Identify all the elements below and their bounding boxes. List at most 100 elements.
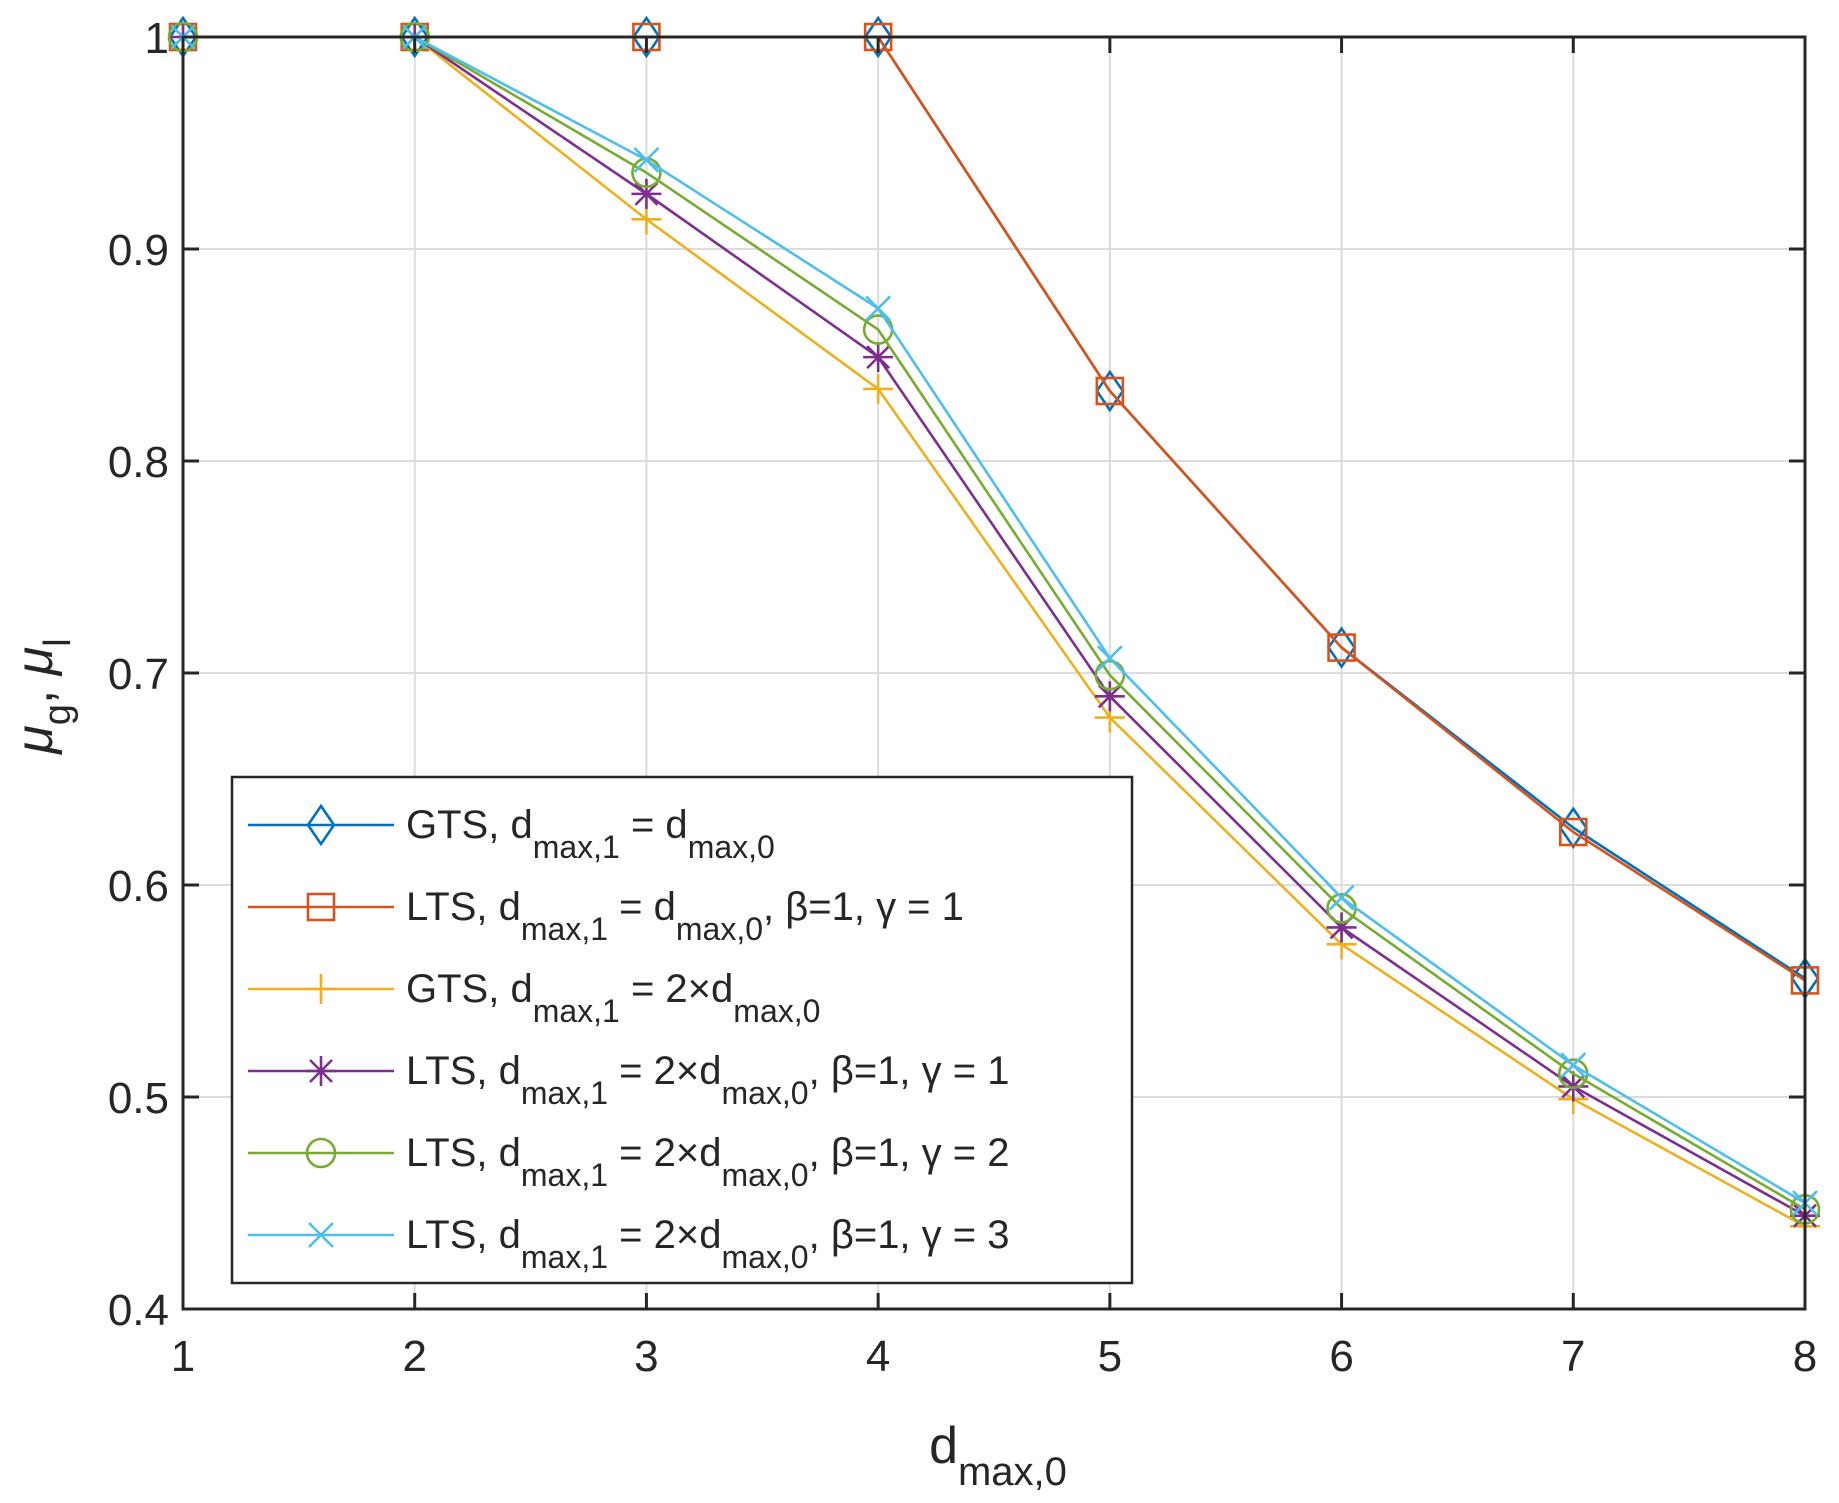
legend-entry-6: LTS, dmax,1 = 2×dmax,0, β=1, γ = 3	[248, 1213, 1010, 1275]
legend-entry-4: LTS, dmax,1 = 2×dmax,0, β=1, γ = 1	[248, 1049, 1010, 1111]
series-line	[183, 35, 1806, 1228]
data-point-marker	[631, 15, 662, 59]
legend-label-subscript: max,1	[521, 1157, 608, 1193]
tick-marks	[181, 35, 1807, 1311]
x-tick-label: 4	[866, 1332, 890, 1381]
data-point-marker	[1095, 376, 1125, 406]
x-tick-label: 7	[1561, 1332, 1585, 1381]
legend-label-part: = 2×d	[608, 1131, 721, 1175]
data-point-marker	[1094, 659, 1126, 691]
legend-label-subscript: max,1	[533, 993, 620, 1029]
legend-label-subscript: max,1	[533, 829, 620, 865]
data-point-marker	[631, 178, 662, 209]
x-axis-label-sub: max,0	[958, 1450, 1067, 1494]
legend-label-part: , β=1, γ = 3	[809, 1213, 1010, 1257]
legend-label-subscript: max,0	[676, 911, 763, 947]
y-axis-label-mu-g: μ	[6, 725, 64, 756]
legend-label-part: GTS, d	[406, 967, 533, 1011]
legend-label-part: = 2×d	[608, 1049, 721, 1093]
data-point-marker	[1096, 645, 1123, 672]
series-line	[183, 35, 1806, 1205]
legend-label: LTS, dmax,1 = 2×dmax,0, β=1, γ = 3	[406, 1213, 1010, 1275]
y-tick-label: 0.4	[108, 1286, 169, 1335]
data-point-marker	[631, 204, 662, 235]
data-point-marker	[633, 147, 660, 173]
legend-label-part: = 2×d	[620, 967, 733, 1011]
legend-entry-3: GTS, dmax,1 = 2×dmax,0	[248, 967, 820, 1029]
legend-label-subscript: max,1	[521, 1075, 608, 1111]
data-point-marker	[1328, 884, 1355, 911]
data-point-marker	[1560, 1052, 1587, 1079]
series-line	[183, 35, 1806, 1217]
legend-label-part: LTS, d	[406, 1213, 521, 1257]
legend-swatch-marker	[308, 1222, 334, 1248]
legend-label-part: LTS, d	[406, 1049, 521, 1093]
x-tick-labels: 1 2 3 4 5 6 7 8	[171, 1332, 1817, 1381]
data-point-marker	[1327, 633, 1356, 662]
legend-label: LTS, dmax,1 = dmax,0, β=1, γ = 1	[406, 885, 964, 947]
x-tick-label: 2	[402, 1332, 426, 1381]
legend-label: LTS, dmax,1 = 2×dmax,0, β=1, γ = 1	[406, 1049, 1010, 1111]
legend-swatch-marker	[305, 1137, 337, 1169]
data-point-marker	[863, 342, 894, 373]
data-point-marker	[1558, 806, 1588, 850]
series-line	[183, 35, 1806, 1211]
legend-label-part: LTS, d	[406, 885, 521, 929]
legend-label-subscript: max,0	[688, 829, 775, 865]
x-axis-label: dmax,0	[929, 1417, 1067, 1494]
x-tick-label: 3	[634, 1332, 658, 1381]
x-tick-label: 8	[1793, 1332, 1817, 1381]
y-tick-label: 0.5	[108, 1074, 169, 1123]
legend-swatch-marker	[306, 803, 336, 847]
x-tick-label: 5	[1098, 1332, 1122, 1381]
legend-swatch-marker	[306, 892, 336, 922]
y-tick-label: 0.9	[108, 226, 169, 275]
legend-label-subscript: max,0	[733, 993, 820, 1029]
legend-swatch-marker	[306, 1056, 336, 1086]
x-axis-label-main: d	[929, 1417, 958, 1475]
y-axis-label-mu-l: μ	[6, 647, 64, 678]
legend-box	[230, 775, 1134, 1285]
legend-label: GTS, dmax,1 = 2×dmax,0	[406, 967, 820, 1029]
legend-label-part: , β=1, γ = 1	[763, 885, 964, 929]
data-point-marker	[865, 295, 892, 322]
legend-label: LTS, dmax,1 = 2×dmax,0, β=1, γ = 2	[406, 1131, 1010, 1193]
legend-label: GTS, dmax,1 = dmax,0	[406, 803, 775, 865]
y-tick-label: 0.7	[108, 650, 169, 699]
x-tick-label: 1	[171, 1332, 195, 1381]
legend-label-part: = d	[620, 803, 688, 847]
y-axis-label-sub-l: l	[37, 638, 79, 646]
legend-label-subscript: max,0	[721, 1075, 808, 1111]
legend-entry-5: LTS, dmax,1 = 2×dmax,0, β=1, γ = 2	[248, 1131, 1010, 1193]
legend-label-part: , β=1, γ = 1	[809, 1049, 1010, 1093]
y-axis-label: μg, μl	[6, 638, 79, 756]
x-tick-label: 6	[1329, 1332, 1353, 1381]
data-point-marker	[1094, 681, 1125, 712]
data-point-marker	[1095, 369, 1125, 413]
data-point-marker	[863, 15, 893, 59]
legend-entry-1: GTS, dmax,1 = dmax,0	[248, 803, 775, 865]
legend-swatch-marker	[306, 974, 336, 1004]
y-tick-label: 0.8	[108, 438, 169, 487]
legend-label-part: GTS, d	[406, 803, 533, 847]
legend-label-part: = 2×d	[608, 1213, 721, 1257]
legend-label-part: , β=1, γ = 2	[809, 1131, 1010, 1175]
legend-label-part: LTS, d	[406, 1131, 521, 1175]
data-point-marker	[400, 15, 430, 59]
legend-label-subscript: max,0	[721, 1239, 808, 1275]
y-axis-label-separator: ,	[6, 675, 64, 704]
legend-label-subscript: max,1	[521, 911, 608, 947]
data-point-marker	[1326, 626, 1357, 669]
y-tick-label: 1	[145, 14, 169, 63]
legend-label-subscript: max,0	[721, 1157, 808, 1193]
y-tick-labels: 0.4 0.5 0.6 0.7 0.8 0.9 1	[108, 14, 169, 1335]
legend-label-part: = d	[608, 885, 676, 929]
y-axis-label-sub-g: g	[37, 704, 79, 725]
legend-label-subscript: max,1	[521, 1239, 608, 1275]
legend-entry-2: LTS, dmax,1 = dmax,0, β=1, γ = 1	[248, 885, 964, 947]
data-point-marker	[1558, 817, 1588, 847]
data-point-marker	[863, 373, 894, 404]
y-tick-label: 0.6	[108, 862, 169, 911]
